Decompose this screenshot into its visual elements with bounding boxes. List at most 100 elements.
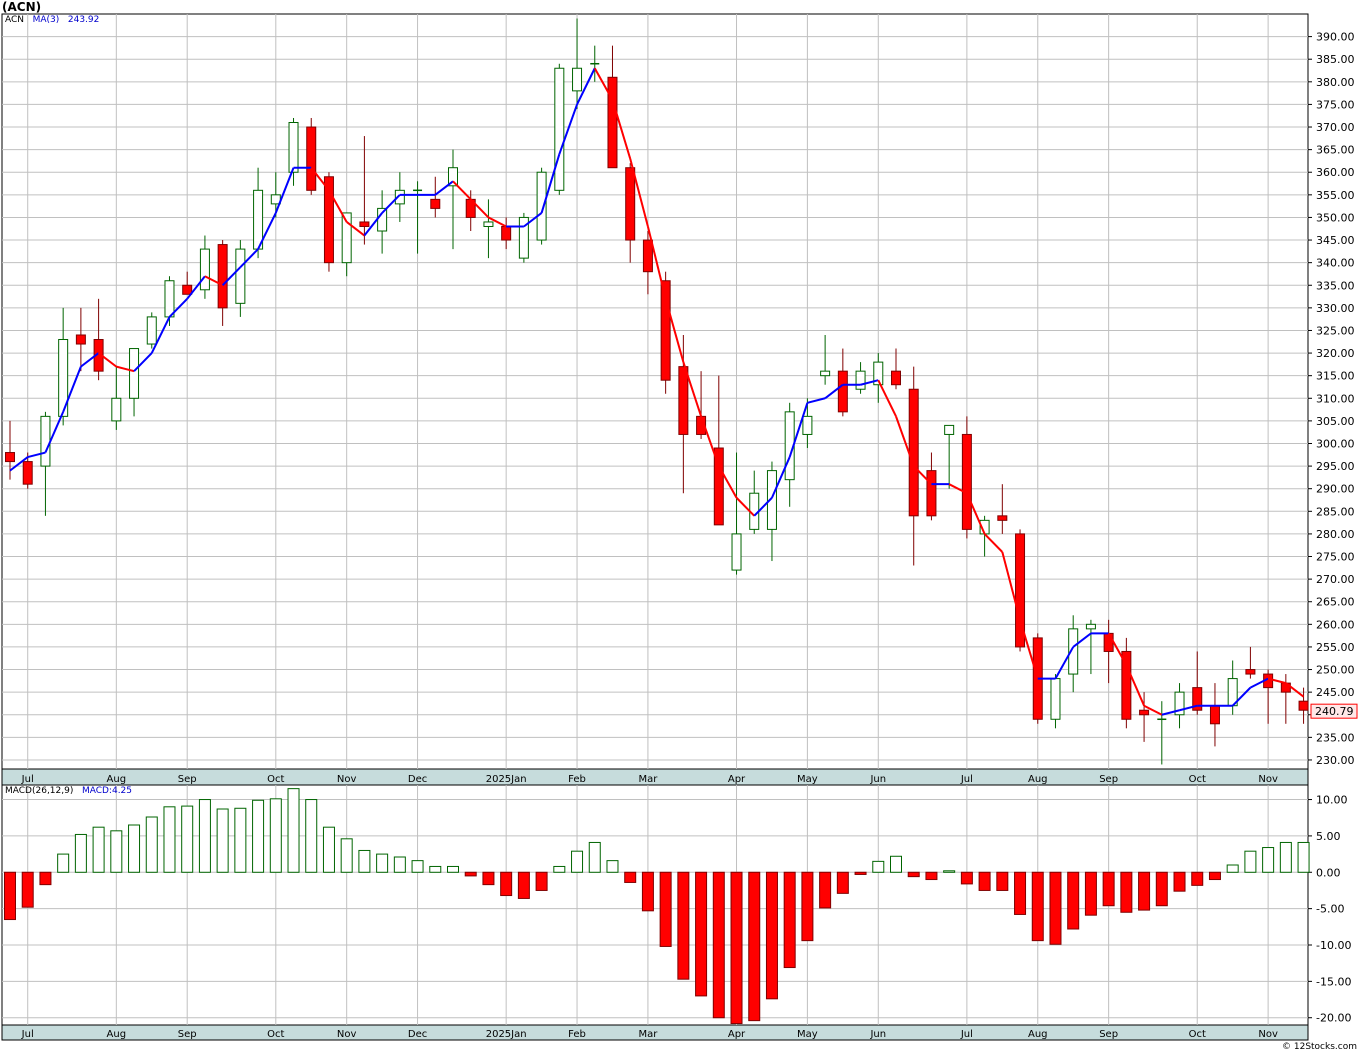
candle-body (731, 533, 742, 571)
macd-y-tick-label: 0.00 (1316, 866, 1341, 879)
candle (1015, 529, 1026, 652)
candle (111, 366, 122, 430)
price-x-tick-label: May (797, 774, 818, 785)
candle (820, 334, 831, 385)
macd-y-tick-label: -20.00 (1316, 1012, 1351, 1025)
candle (235, 240, 246, 317)
ma-segment (150, 316, 171, 354)
candle (1192, 651, 1203, 715)
candle-body (1139, 709, 1150, 716)
candle (837, 348, 848, 417)
ma-segment (807, 397, 826, 404)
candle (1121, 637, 1132, 729)
ma-segment (381, 194, 401, 214)
macd-bar (74, 833, 87, 873)
legend-macd-value: MACD:4.25 (81, 786, 133, 796)
last-price-label: 240.79 (1315, 705, 1354, 718)
macd-x-tick-label: Nov (337, 1029, 357, 1040)
candle-body (146, 316, 157, 345)
candle (483, 199, 494, 259)
ma-segment (133, 352, 153, 372)
macd-x-tick-label: Jul (21, 1029, 34, 1040)
price-y-tick-label: 295.00 (1316, 460, 1355, 473)
price-y-tick-label: 330.00 (1316, 302, 1355, 315)
macd-x-tick-label: Aug (107, 1029, 127, 1040)
ma-segment (257, 212, 277, 250)
candle (572, 18, 583, 109)
candle (199, 235, 210, 299)
macd-bar (553, 865, 566, 873)
macd-bar (907, 871, 920, 878)
ma-segment (97, 352, 117, 368)
candle (642, 231, 653, 295)
candle-body (961, 433, 972, 530)
candle-body (129, 348, 140, 399)
candle-body (22, 461, 33, 485)
candle-body (394, 189, 405, 205)
candle-body (837, 370, 848, 413)
price-y-tick-label: 255.00 (1316, 641, 1355, 654)
candle-body (199, 248, 210, 291)
ma-segment (452, 180, 472, 201)
candle (22, 452, 33, 489)
ma-segment (1054, 646, 1075, 680)
price-y-tick-label: 335.00 (1316, 279, 1355, 292)
macd-bar (482, 871, 495, 886)
macd-bar (1226, 864, 1239, 873)
candle-body (891, 370, 901, 386)
macd-bar (1138, 871, 1151, 911)
macd-bar (854, 871, 867, 875)
macd-bar (305, 799, 318, 873)
ma-segment (717, 465, 738, 499)
ma-segment (913, 465, 933, 485)
price-y-tick-label: 285.00 (1316, 505, 1355, 518)
candle-body (518, 216, 529, 259)
macd-bar (1155, 871, 1168, 907)
candle (660, 271, 671, 394)
candle-body (642, 239, 653, 273)
macd-bar (677, 871, 690, 980)
ma-segment (1249, 677, 1269, 689)
price-y-tick-label: 230.00 (1316, 754, 1355, 767)
macd-x-tick-label: Oct (267, 1029, 284, 1040)
ma-segment (44, 411, 65, 453)
candle (129, 348, 140, 417)
legend-ma-value: 243.92 (67, 15, 100, 25)
price-x-tick-label: Oct (1189, 774, 1206, 785)
macd-x-tick-label: May (797, 1029, 818, 1040)
macd-x-tick-label: Aug (1028, 1029, 1048, 1040)
ma-segment (1143, 704, 1163, 716)
macd-bar (1084, 871, 1097, 916)
price-y-tick-label: 320.00 (1316, 347, 1355, 360)
candle (394, 172, 405, 222)
price-y-tick-label: 340.00 (1316, 257, 1355, 270)
price-y-tick-label: 370.00 (1316, 121, 1355, 134)
macd-bar (411, 860, 424, 873)
candle-body (908, 388, 919, 517)
macd-bar (517, 871, 530, 899)
macd-bar (836, 871, 849, 894)
price-y-tick-label: 280.00 (1316, 528, 1355, 541)
ma-segment (62, 366, 82, 413)
macd-bar (1067, 871, 1080, 930)
price-x-tick-label: Jun (869, 774, 886, 785)
candle-body (1085, 623, 1096, 630)
macd-bar (872, 860, 885, 873)
candle-body (75, 334, 86, 345)
ma-segment (1107, 632, 1128, 666)
macd-legend: MACD(26,12,9) MACD:4.25 (5, 786, 132, 796)
candle (413, 181, 423, 254)
macd-x-tick-label: Dec (408, 1029, 427, 1040)
ma-segment (27, 451, 46, 459)
macd-x-axis-band (1, 1024, 1309, 1041)
macd-bar (358, 849, 371, 873)
macd-bar (943, 870, 956, 873)
macd-bar (801, 871, 814, 942)
price-y-tick-label: 290.00 (1316, 483, 1355, 496)
macd-bar (1279, 841, 1292, 873)
candle (359, 136, 370, 245)
ma-segment (274, 167, 295, 214)
ma-segment (239, 248, 259, 268)
macd-bar (695, 871, 708, 997)
ma-segment (611, 99, 632, 159)
